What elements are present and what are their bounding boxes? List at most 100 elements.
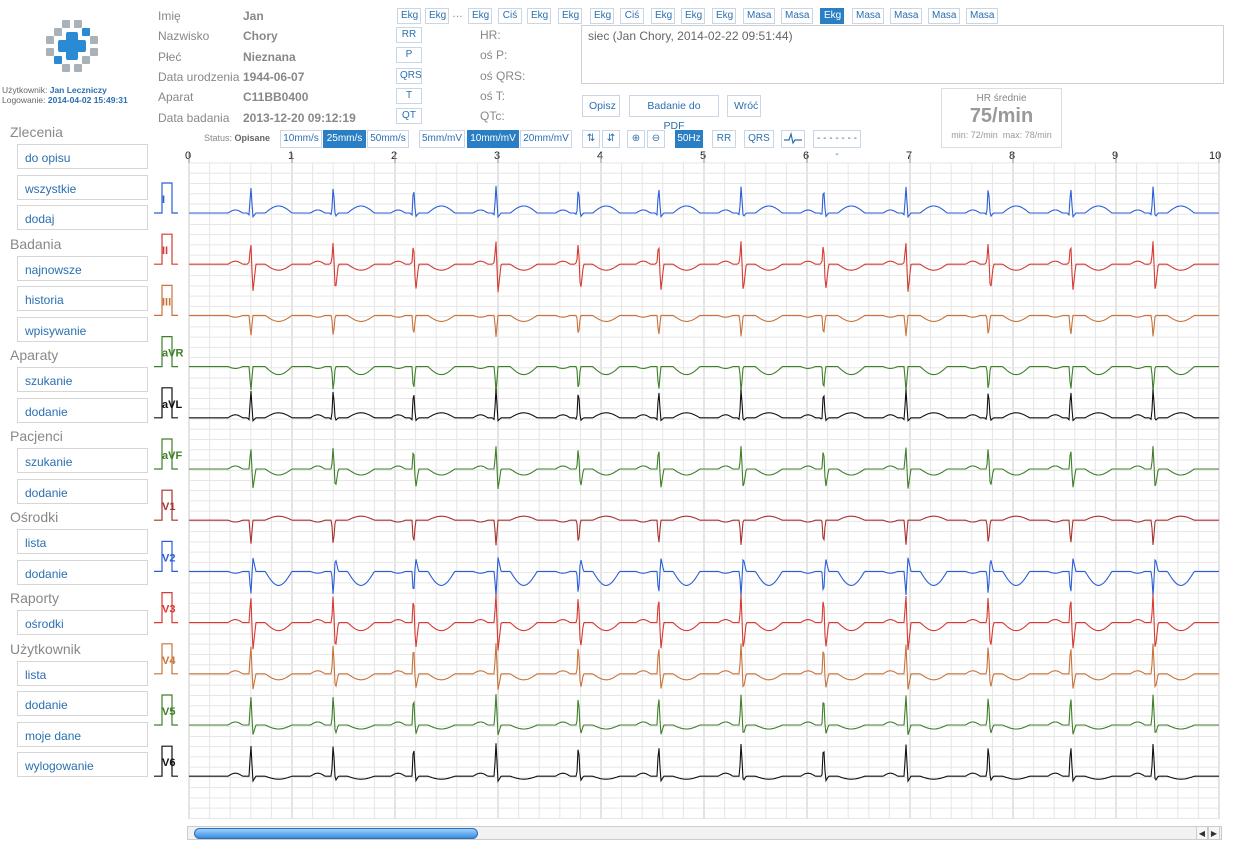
gain-button[interactable]: 20mm/mV bbox=[520, 130, 572, 148]
measure-button[interactable]: QRS bbox=[396, 67, 422, 84]
sidebar-item[interactable]: dodanie bbox=[17, 691, 148, 716]
exam-tab[interactable]: Ciś bbox=[498, 8, 522, 24]
measure-button[interactable]: T bbox=[396, 87, 422, 104]
exam-tab[interactable]: Masa bbox=[928, 8, 960, 24]
arrange-leads-icon[interactable]: ⇵ bbox=[602, 130, 620, 148]
exam-tab[interactable]: Ekg bbox=[468, 8, 492, 24]
sidebar-item[interactable]: wszystkie bbox=[17, 174, 148, 200]
speed-button[interactable]: 50mm/s bbox=[367, 130, 409, 148]
time-tick-label: 0 bbox=[185, 150, 191, 162]
login-time: 2014-04-02 15:49:31 bbox=[47, 95, 128, 105]
gain-button[interactable]: 5mm/mV bbox=[419, 130, 465, 148]
sidebar-item[interactable]: wpisywanie bbox=[17, 316, 148, 342]
lead-label: V2 bbox=[162, 552, 175, 564]
exam-tab[interactable]: Masa bbox=[852, 8, 884, 24]
action-button[interactable]: Badanie do PDF bbox=[629, 95, 719, 132]
sidebar-item[interactable]: szukanie bbox=[17, 367, 148, 392]
lead-waveform bbox=[189, 643, 1219, 690]
calibration-pulse bbox=[154, 592, 178, 624]
gain-button[interactable]: 10mm/mV bbox=[467, 130, 519, 148]
exam-tab[interactable]: Ekg bbox=[527, 8, 551, 24]
sidebar-item[interactable]: dodanie bbox=[17, 478, 148, 504]
user-name[interactable]: Jan Leczniczy bbox=[49, 85, 107, 95]
sidebar-item[interactable]: moje dane bbox=[17, 721, 148, 747]
tabs-ellipsis: … bbox=[452, 8, 463, 20]
exam-tab[interactable]: Masa bbox=[781, 8, 813, 24]
action-button[interactable]: Wróć bbox=[727, 95, 761, 117]
qrs-button[interactable]: QRS bbox=[744, 130, 774, 148]
sidebar-item[interactable]: najnowsze bbox=[17, 255, 148, 281]
zoom-out-icon[interactable]: ⊖ bbox=[647, 130, 665, 148]
exam-tab[interactable]: Ekg bbox=[397, 8, 421, 24]
measure-button[interactable]: QT bbox=[396, 108, 422, 125]
lead-trace bbox=[189, 594, 1219, 651]
time-tick-label: 1 bbox=[288, 150, 294, 162]
sidebar-item[interactable]: dodaj bbox=[17, 205, 148, 230]
sidebar-item[interactable]: lista bbox=[17, 660, 148, 686]
hr-summary: HR średnie 75/min min: 72/min max: 78/mi… bbox=[941, 88, 1062, 148]
calibration-pulse bbox=[154, 745, 178, 777]
exam-tab[interactable]: Masa bbox=[966, 8, 998, 24]
sidebar-item[interactable]: do opisu bbox=[17, 144, 148, 169]
comment-box[interactable]: siec (Jan Chory, 2014-02-22 09:51:44) bbox=[581, 25, 1224, 84]
patient-field-label: Data badania bbox=[158, 110, 230, 125]
measure-button[interactable]: RR bbox=[396, 27, 422, 43]
exam-tab[interactable]: Ekg bbox=[558, 8, 582, 24]
scroll-left-icon[interactable]: ◀ bbox=[1196, 826, 1208, 840]
waveform-icon[interactable] bbox=[781, 130, 805, 148]
time-tick-label: 7 bbox=[906, 150, 912, 162]
lead-waveform bbox=[189, 594, 1219, 651]
zoom-in-icon[interactable]: ⊕ bbox=[627, 130, 645, 148]
speed-button[interactable]: 25mm/s bbox=[323, 130, 366, 148]
lead-label: I bbox=[162, 194, 165, 206]
lead-waveform bbox=[189, 388, 1219, 423]
calibration-pulse bbox=[154, 540, 178, 572]
action-button[interactable]: Opisz bbox=[582, 95, 620, 117]
sidebar-section-title: Ośrodki bbox=[10, 509, 59, 525]
exam-tab[interactable]: Ekg bbox=[820, 8, 844, 24]
swap-leads-icon[interactable]: ⇅ bbox=[582, 130, 600, 148]
scrollbar-thumb[interactable] bbox=[194, 828, 478, 839]
lead-waveform bbox=[189, 314, 1219, 337]
patient-field-label: Data urodzenia bbox=[158, 69, 240, 84]
hr-max: max: 78/min bbox=[1002, 130, 1052, 140]
hr-value: 75/min bbox=[969, 105, 1034, 127]
calibration-pulse bbox=[154, 643, 178, 675]
sidebar-item[interactable]: ośrodki bbox=[17, 610, 148, 635]
measure-button[interactable]: P bbox=[396, 47, 422, 64]
speed-button[interactable]: 10mm/s bbox=[280, 130, 322, 148]
lead-label: V5 bbox=[162, 706, 175, 718]
sidebar-item[interactable]: dodanie bbox=[17, 397, 148, 423]
exam-tab[interactable]: Ekg bbox=[681, 8, 705, 24]
sidebar-item[interactable]: lista bbox=[17, 529, 148, 554]
sidebar-section-title: Pacjenci bbox=[10, 428, 63, 444]
exam-tab[interactable]: Ekg bbox=[651, 8, 675, 24]
exam-tab[interactable]: Ciś bbox=[620, 8, 644, 24]
sidebar-item[interactable]: szukanie bbox=[17, 448, 148, 473]
time-tick-label: 4 bbox=[597, 150, 603, 162]
exam-tab[interactable]: Ekg bbox=[712, 8, 736, 24]
filter-50hz-button[interactable]: 50Hz bbox=[675, 130, 703, 148]
calibration-pulse bbox=[154, 489, 178, 521]
scroll-right-icon[interactable]: ▶ bbox=[1208, 826, 1220, 840]
sidebar-item[interactable]: wylogowanie bbox=[17, 752, 148, 777]
calibration-pulse bbox=[154, 387, 178, 419]
patient-field-label: Płeć bbox=[158, 49, 182, 64]
time-tick-label: 3 bbox=[494, 150, 500, 162]
measure-label: HR: bbox=[480, 28, 501, 42]
exam-tab[interactable]: Ekg bbox=[425, 8, 449, 24]
time-tick-label: 9 bbox=[1112, 150, 1118, 162]
sidebar-item[interactable]: dodanie bbox=[17, 559, 148, 585]
exam-tab[interactable]: Ekg bbox=[590, 8, 614, 24]
exam-tab[interactable]: Masa bbox=[743, 8, 775, 24]
time-tick-label: 2 bbox=[391, 150, 397, 162]
rr-button[interactable]: RR bbox=[712, 130, 736, 148]
exam-tab[interactable]: Masa bbox=[890, 8, 922, 24]
time-tick-label: 6 bbox=[803, 150, 809, 162]
line-style-button[interactable]: - - - - - - - - bbox=[813, 130, 861, 160]
patient-field-label: Aparat bbox=[158, 90, 194, 105]
sidebar-item[interactable]: historia bbox=[17, 286, 148, 311]
calibration-pulse bbox=[154, 182, 178, 214]
lead-trace bbox=[189, 694, 1219, 736]
